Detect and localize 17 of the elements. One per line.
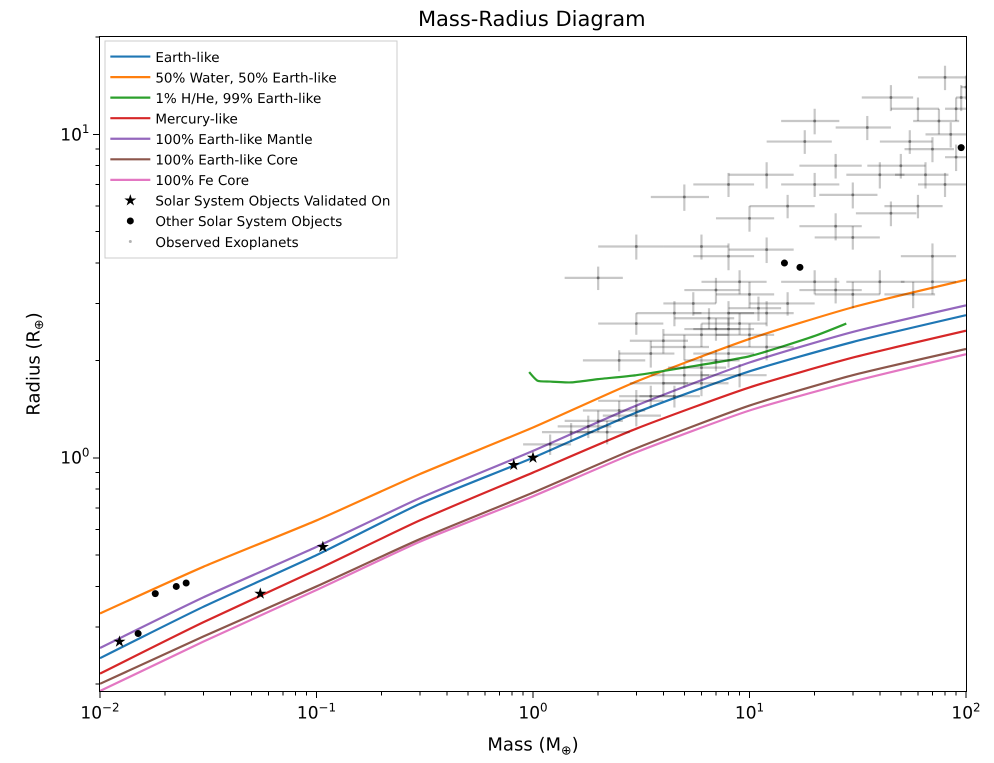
chart-title: Mass-Radius Diagram — [418, 7, 646, 32]
legend-label: 100% Earth-like Core — [155, 152, 298, 169]
legend-label: 50% Water, 50% Earth-like — [155, 70, 337, 86]
legend-label: 100% Earth-like Mantle — [155, 132, 313, 148]
x-axis-title: Mass (M$_{⊕}$) — [487, 734, 579, 758]
x-tick-label: 10$^{2}$ — [951, 700, 981, 724]
x-tick-label: 10$^{−2}$ — [80, 700, 120, 724]
x-tick-label: 10$^{1}$ — [734, 700, 764, 724]
legend-label: Other Solar System Objects — [155, 214, 342, 230]
x-tick-label: 10$^{0}$ — [518, 700, 548, 724]
x-tick-label: 10$^{−1}$ — [296, 700, 336, 724]
legend-label: Solar System Objects Validated On — [155, 194, 390, 210]
legend-label: 100% Fe Core — [155, 173, 250, 190]
legend-label: Mercury-like — [155, 111, 238, 128]
legend-label: Earth-like — [155, 50, 220, 66]
legend-label: 1% H/He, 99% Earth-like — [155, 90, 322, 107]
legend-label: Observed Exoplanets — [155, 234, 299, 251]
